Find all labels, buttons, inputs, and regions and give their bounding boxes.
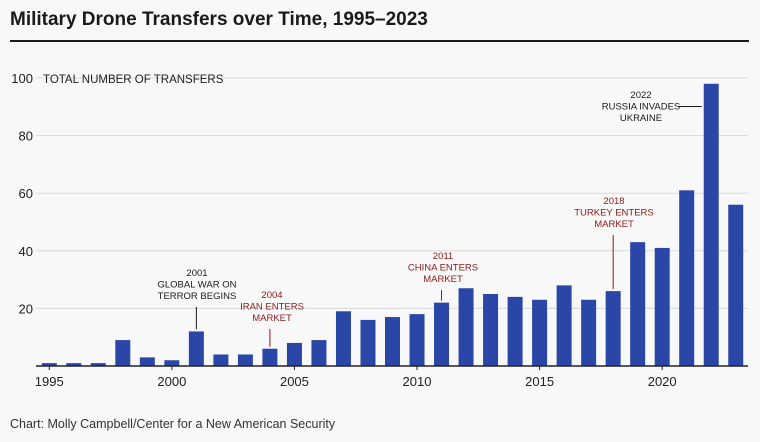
- gridlines: [36, 77, 748, 309]
- bar-2008: [360, 319, 376, 366]
- annotation-2018: 2018 TURKEY ENTERS MARKET: [574, 196, 654, 230]
- bar-2013: [483, 294, 499, 366]
- chart-title: Military Drone Transfers over Time, 1995…: [10, 9, 428, 30]
- bar-1997: [90, 363, 106, 366]
- bar-2004: [262, 348, 278, 366]
- annotation-2011: 2011 CHINA ENTERS MARKET: [408, 251, 478, 285]
- bar-2022: [703, 83, 719, 366]
- y-tick-label: 40: [19, 244, 33, 259]
- annotation-2004: 2004 IRAN ENTERS MARKET: [240, 290, 304, 324]
- bar-2001: [188, 331, 204, 366]
- title-rule: [10, 40, 749, 42]
- axes: 20 40 60 80 100 TOTAL NUMBER OF TRANSFERS 1995…: [11, 71, 748, 389]
- source-credit: Chart: Molly Campbell/Center for a New A…: [10, 417, 336, 431]
- bar-2017: [581, 299, 597, 366]
- bar-2019: [630, 242, 646, 366]
- annotation-2001: 2001 GLOBAL WAR ON TERROR BEGINS: [157, 268, 236, 302]
- bar-2012: [458, 288, 474, 366]
- y-tick-label: 100: [11, 71, 33, 86]
- bar-2014: [507, 296, 523, 366]
- x-tick-label: 1995: [35, 374, 64, 389]
- bar-2010: [409, 314, 425, 366]
- y-tick-label: 60: [19, 186, 33, 201]
- bar-2018: [605, 291, 621, 366]
- bar-2020: [654, 247, 670, 366]
- bar-1998: [115, 340, 131, 366]
- bar-1995: [41, 363, 57, 366]
- x-tick-label: 2020: [648, 374, 677, 389]
- bar-2002: [213, 354, 229, 366]
- bar-1999: [139, 357, 155, 366]
- bar-2000: [164, 360, 180, 366]
- bar-1996: [66, 363, 82, 366]
- bars: [41, 83, 744, 366]
- bar-2003: [237, 354, 253, 366]
- x-tick-label: 2015: [525, 374, 554, 389]
- bar-2011: [434, 302, 450, 366]
- bar-2015: [532, 299, 548, 366]
- y-axis-label: TOTAL NUMBER OF TRANSFERS: [43, 74, 224, 86]
- x-tick-label: 2000: [157, 374, 186, 389]
- x-tick-label: 2010: [403, 374, 432, 389]
- bar-2023: [728, 204, 744, 366]
- bar-2016: [556, 285, 572, 366]
- bar-2021: [679, 190, 695, 366]
- annotation-2022: 2022 RUSSIA INVADES UKRAINE: [602, 90, 681, 124]
- y-tick-label: 20: [19, 301, 33, 316]
- y-tick-label: 80: [19, 129, 33, 144]
- bar-2007: [335, 311, 351, 366]
- bar-2006: [311, 340, 327, 366]
- bar-2009: [385, 317, 400, 366]
- bar-2005: [286, 342, 302, 366]
- x-tick-label: 2005: [280, 374, 309, 389]
- annotations: 2001 GLOBAL WAR ON TERROR BEGINS 2004 IRAN E…: [157, 90, 702, 347]
